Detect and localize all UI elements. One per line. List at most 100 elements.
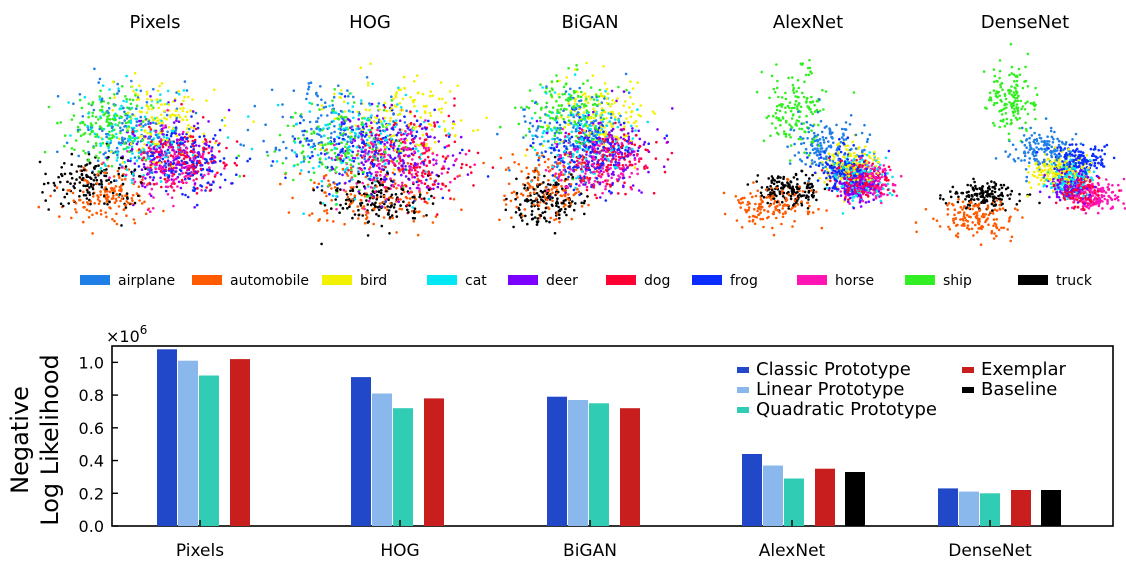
scatter-point <box>82 133 85 136</box>
scatter-point <box>107 106 111 110</box>
scatter-point <box>325 194 328 198</box>
scatter-point <box>452 197 456 201</box>
scatter-point <box>247 115 250 118</box>
scatter-point <box>409 142 412 145</box>
scatter-point <box>403 121 407 124</box>
scatter-point <box>121 156 124 160</box>
scatter-point <box>555 192 558 195</box>
scatter-point <box>609 159 613 163</box>
scatter-point <box>131 152 134 155</box>
scatter-point <box>476 151 480 155</box>
scatter-point <box>413 114 417 118</box>
scatter-point <box>80 169 84 172</box>
scatter-point <box>640 191 643 194</box>
scatter-point <box>305 137 309 140</box>
scatter-point <box>398 119 402 122</box>
scatter-point <box>638 157 641 161</box>
scatter-point <box>546 140 550 143</box>
scatter-point <box>384 138 387 142</box>
scatter-point <box>799 105 803 109</box>
scatter-point <box>164 124 167 127</box>
scatter-point <box>313 147 317 151</box>
scatter-point <box>262 139 265 143</box>
scatter-point <box>171 174 174 178</box>
scatter-point <box>356 149 360 153</box>
scatter-point <box>811 124 815 128</box>
scatter-point <box>523 199 527 202</box>
scatter-point <box>555 115 558 118</box>
scatter-point <box>343 145 347 149</box>
scatter-point <box>383 206 387 209</box>
scatter-point <box>348 110 352 113</box>
scatter-point <box>349 140 353 144</box>
scatter-point <box>580 205 584 208</box>
scatter-point <box>379 170 383 173</box>
scatter-point <box>159 93 162 96</box>
scatter-point <box>102 152 105 156</box>
scatter-point <box>513 106 517 110</box>
scatter-point <box>120 178 124 181</box>
scatter-point <box>148 181 151 185</box>
scatter-point <box>550 188 554 191</box>
scatter-point <box>183 166 186 170</box>
scatter-point <box>635 154 639 157</box>
scatter-point <box>155 155 159 159</box>
scatter-point <box>608 135 611 139</box>
scatter-point <box>358 166 362 170</box>
scatter-point <box>162 109 166 113</box>
scatter-point <box>551 191 554 195</box>
scatter-point <box>577 137 581 141</box>
scatter-point <box>531 137 535 141</box>
scatter-point <box>213 156 217 159</box>
scatter-point <box>583 161 586 164</box>
scatter-point <box>393 122 397 125</box>
scatter-point <box>108 206 111 209</box>
scatter-point <box>555 99 558 103</box>
scatter-point <box>533 111 537 115</box>
scatter-point <box>248 157 252 161</box>
scatter-point <box>378 202 382 205</box>
scatter-point <box>136 140 140 144</box>
scatter-point <box>578 86 581 90</box>
scatter-point <box>88 161 92 165</box>
scatter-point <box>622 166 625 169</box>
scatter-point <box>130 202 134 206</box>
scatter-point <box>583 92 587 95</box>
scatter-point <box>72 102 75 105</box>
scatter-point <box>210 147 213 151</box>
scatter-point <box>335 166 338 169</box>
scatter-point <box>132 218 136 221</box>
scatter-point <box>101 110 104 114</box>
scatter-point <box>340 115 343 118</box>
scatter-point <box>196 155 200 158</box>
scatter-point <box>396 139 400 143</box>
scatter-point <box>118 121 121 124</box>
scatter-point <box>330 148 333 152</box>
scatter-point <box>210 183 213 186</box>
scatter-point <box>104 151 107 154</box>
scatter-point <box>626 150 630 153</box>
scatter-point <box>129 121 133 125</box>
scatter-point <box>121 85 124 88</box>
scatter-point <box>560 184 563 188</box>
scatter-point <box>413 162 417 165</box>
scatter-point <box>347 145 351 149</box>
scatter-point <box>250 147 254 151</box>
scatter-point <box>442 167 446 170</box>
scatter-point <box>124 203 127 207</box>
scatter-point <box>624 111 628 114</box>
scatter-point <box>587 203 590 207</box>
scatter-point <box>547 189 551 193</box>
scatter-point <box>592 165 596 169</box>
scatter-point <box>767 177 770 180</box>
scatter-point <box>507 182 511 186</box>
scatter-point <box>567 102 570 105</box>
scatter-point <box>166 143 170 147</box>
scatter-point <box>389 202 392 205</box>
scatter-point <box>321 163 324 166</box>
scatter-point <box>530 116 534 120</box>
scatter-point <box>619 123 623 127</box>
scatter-point <box>562 168 566 172</box>
scatter-point <box>567 119 571 122</box>
scatter-point <box>394 193 398 196</box>
